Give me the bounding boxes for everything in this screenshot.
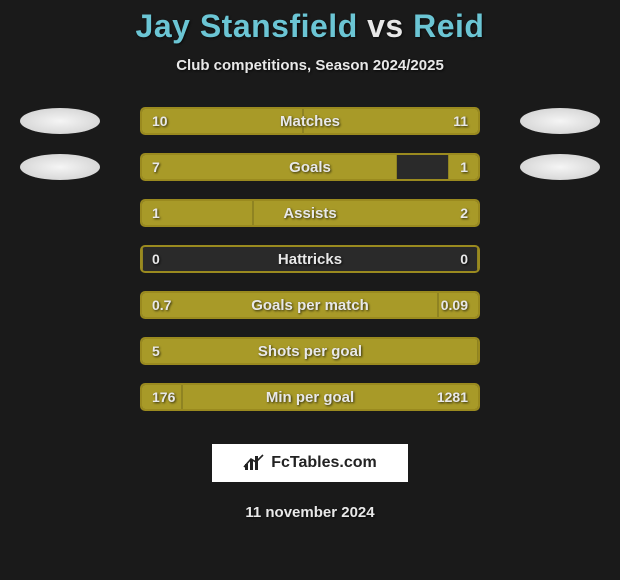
fill-left bbox=[142, 339, 478, 363]
stats-area: 1011Matches71Goals12Assists00Hattricks0.… bbox=[0, 102, 620, 424]
subtitle: Club competitions, Season 2024/2025 bbox=[0, 57, 620, 74]
fill-left bbox=[142, 247, 143, 271]
title-vs: vs bbox=[367, 8, 404, 44]
team-badge-right bbox=[520, 108, 600, 134]
fill-left bbox=[142, 293, 438, 317]
team-badge-left bbox=[20, 108, 100, 134]
fill-right bbox=[303, 109, 478, 133]
value-right: 2 bbox=[460, 201, 468, 225]
stat-bar: 12Assists bbox=[140, 199, 480, 227]
stat-bar: 5Shots per goal bbox=[140, 337, 480, 365]
page-title: Jay Stansfield vs Reid bbox=[0, 8, 620, 45]
value-right: 0 bbox=[460, 247, 468, 271]
stat-row: 71Goals bbox=[0, 148, 620, 194]
stat-row: 1761281Min per goal bbox=[0, 378, 620, 424]
stat-row: 5Shots per goal bbox=[0, 332, 620, 378]
stat-bar: 1011Matches bbox=[140, 107, 480, 135]
stat-row: 0 0Hattricks bbox=[0, 240, 620, 286]
stat-row: 1011Matches bbox=[0, 102, 620, 148]
comparison-infographic: Jay Stansfield vs Reid Club competitions… bbox=[0, 0, 620, 580]
fill-right bbox=[477, 247, 478, 271]
value-right: 11 bbox=[453, 109, 468, 133]
value-left: 0.7 bbox=[152, 293, 171, 317]
value-right: 1281 bbox=[437, 385, 468, 409]
player2-name: Reid bbox=[413, 8, 484, 44]
value-left: 5 bbox=[152, 339, 160, 363]
value-left: 176 bbox=[152, 385, 175, 409]
fill-right bbox=[182, 385, 478, 409]
value-right: 0.09 bbox=[441, 293, 468, 317]
stat-bar: 71Goals bbox=[140, 153, 480, 181]
stat-label: Hattricks bbox=[142, 247, 478, 271]
player1-name: Jay Stansfield bbox=[136, 8, 358, 44]
fill-left bbox=[142, 155, 397, 179]
stat-row: 0.70.09Goals per match bbox=[0, 286, 620, 332]
stat-bar: 0 0Hattricks bbox=[140, 245, 480, 273]
logo-text: FcTables.com bbox=[271, 454, 377, 472]
value-right: 1 bbox=[460, 155, 468, 179]
chart-icon bbox=[243, 454, 265, 472]
stat-row: 12Assists bbox=[0, 194, 620, 240]
stat-bar: 1761281Min per goal bbox=[140, 383, 480, 411]
source-logo: FcTables.com bbox=[210, 442, 410, 484]
value-left: 10 bbox=[152, 109, 168, 133]
fill-right bbox=[477, 339, 478, 363]
value-left: 1 bbox=[152, 201, 160, 225]
value-left: 0 bbox=[152, 247, 160, 271]
date: 11 november 2024 bbox=[0, 504, 620, 521]
fill-right bbox=[253, 201, 478, 225]
team-badge-left bbox=[20, 154, 100, 180]
value-left: 7 bbox=[152, 155, 160, 179]
team-badge-right bbox=[520, 154, 600, 180]
stat-bar: 0.70.09Goals per match bbox=[140, 291, 480, 319]
